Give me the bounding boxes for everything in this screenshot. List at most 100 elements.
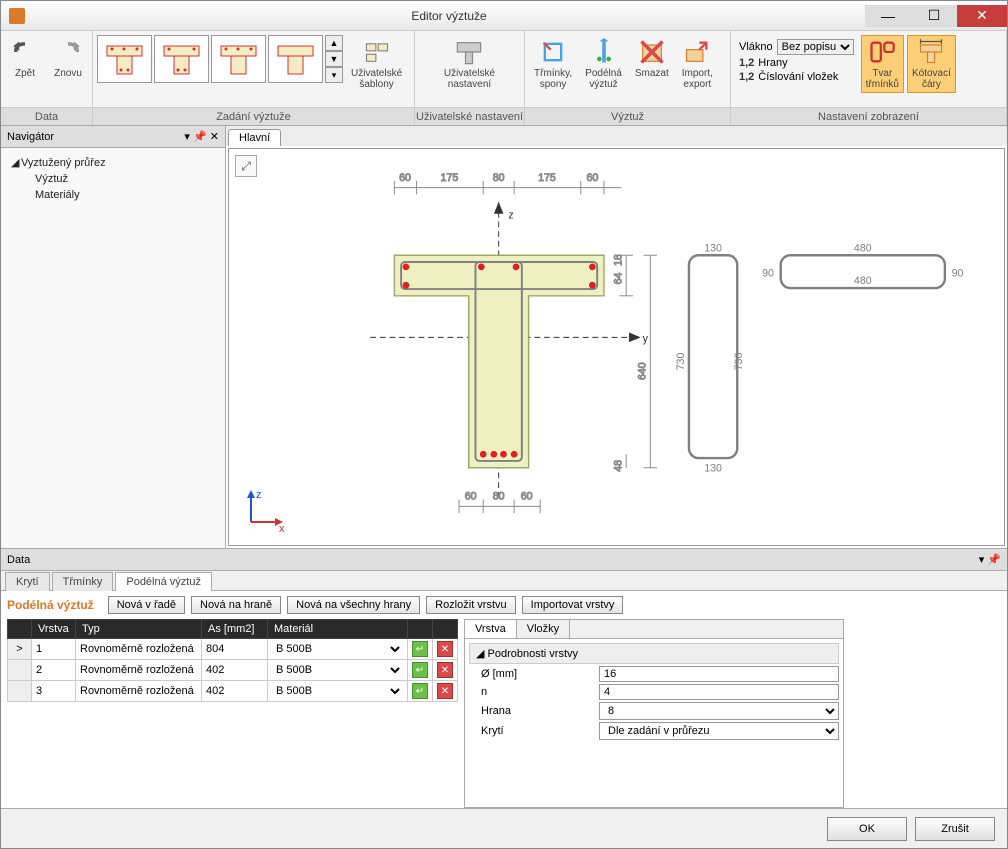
tree-root[interactable]: ◢Vyztužený průřez (7, 154, 219, 171)
user-settings-button[interactable]: Uživatelské nastavení (439, 35, 500, 93)
tab-kryti[interactable]: Krytí (5, 572, 50, 591)
template-1[interactable] (97, 35, 152, 83)
btn-nova-vsechny[interactable]: Nová na všechny hrany (287, 596, 420, 614)
user-templates-label: Uživatelské šablony (351, 68, 402, 90)
numbering-toggle[interactable]: Číslování vložek (758, 71, 838, 83)
material-select[interactable]: B 500B (272, 663, 403, 677)
template-scroll-down[interactable]: ▼ (325, 51, 343, 67)
prop-cover-select[interactable]: Dle zadání v průřezu (599, 722, 839, 740)
data-body: Podélná výztuž Nová v řadě Nová na hraně… (1, 591, 1007, 808)
main-tabs: Hlavní (226, 126, 1007, 146)
canvas[interactable]: ⤢ 60 175 80 175 60 (228, 148, 1005, 546)
axis-indicator: zx (241, 482, 291, 535)
ribbon-label-data: Data (1, 107, 92, 125)
dialog-footer: OK Zrušit (1, 808, 1007, 848)
template-4[interactable] (268, 35, 323, 83)
redo-button[interactable]: Znovu (48, 35, 88, 82)
longitudinal-icon (590, 38, 618, 66)
user-settings-label: Uživatelské nastavení (444, 68, 495, 90)
tree-item-vyztuz[interactable]: Výztuž (7, 171, 219, 187)
svg-text:60: 60 (586, 172, 598, 184)
svg-text:z: z (256, 489, 262, 501)
import-export-icon (683, 38, 711, 66)
svg-text:80: 80 (493, 172, 505, 184)
template-scroll-up[interactable]: ▲ (325, 35, 343, 51)
import-export-button[interactable]: Import, export (677, 35, 718, 93)
ribbon-label-reinforcement: Výztuž (525, 107, 730, 125)
detail-tab-vlozky[interactable]: Vložky (517, 620, 570, 638)
main-area: Hlavní ⤢ 60 175 80 175 60 (226, 126, 1007, 548)
dimension-lines-icon (917, 38, 945, 66)
stirrups-button[interactable]: Třmínky, spony (529, 35, 577, 93)
col-vrstva: Vrstva (32, 620, 76, 639)
undo-button[interactable]: Zpět (5, 35, 45, 82)
btn-nova-v-rade[interactable]: Nová v řadě (108, 596, 185, 614)
material-select[interactable]: B 500B (272, 684, 403, 698)
prop-edge-select[interactable]: 8 (599, 702, 839, 720)
fiber-select[interactable]: Bez popisu (777, 39, 854, 55)
canvas-fit-button[interactable]: ⤢ (235, 155, 257, 177)
detail-tabs: Vrstva Vložky (465, 620, 843, 639)
svg-text:y: y (643, 333, 649, 345)
row-add-button[interactable]: ↵ (412, 641, 428, 657)
svg-text:175: 175 (441, 172, 459, 184)
maximize-button[interactable]: ☐ (911, 5, 957, 27)
cancel-button[interactable]: Zrušit (915, 817, 995, 841)
detail-header[interactable]: ◢ Podrobnosti vrstvy (469, 643, 839, 664)
table-row[interactable]: >1Rovnoměrně rozložená804B 500B↵✕ (8, 639, 458, 660)
window-controls: — ☐ ✕ (865, 5, 1007, 27)
data-panel: Data ▾ 📌 Krytí Třmínky Podélná výztuž Po… (1, 548, 1007, 808)
data-panel-pin[interactable]: 📌 (987, 553, 1001, 566)
delete-button[interactable]: Smazat (630, 35, 674, 82)
tab-main[interactable]: Hlavní (228, 129, 281, 146)
detail-body: ◢ Podrobnosti vrstvy Ø [mm] n Hrana8 Kry… (465, 639, 843, 744)
template-2[interactable] (154, 35, 209, 83)
row-delete-button[interactable]: ✕ (437, 683, 453, 699)
template-scroll-more[interactable]: ▾ (325, 67, 343, 83)
tree-item-materialy[interactable]: Materiály (7, 187, 219, 203)
longitudinal-button[interactable]: Podélná výztuž (580, 35, 627, 93)
btn-importovat[interactable]: Importovat vrstvy (522, 596, 624, 614)
svg-text:x: x (279, 523, 285, 532)
row-delete-button[interactable]: ✕ (437, 641, 453, 657)
svg-text:60: 60 (521, 491, 533, 503)
tab-trminky[interactable]: Třmínky (52, 572, 114, 591)
ok-button[interactable]: OK (827, 817, 907, 841)
app-icon (9, 8, 25, 24)
minimize-button[interactable]: — (865, 5, 911, 27)
material-select[interactable]: B 500B (272, 642, 403, 656)
close-button[interactable]: ✕ (957, 5, 1007, 27)
detail-tab-vrstva[interactable]: Vrstva (465, 620, 517, 638)
undo-icon (11, 38, 39, 66)
edges-toggle[interactable]: Hrany (758, 57, 787, 69)
ribbon-group-display: Vlákno Bez popisu 1,2 Hrany 1,2 Číslován… (731, 31, 1007, 125)
stirrups-icon (539, 38, 567, 66)
dimension-lines-button[interactable]: Kótovací čáry (907, 35, 956, 93)
stirrup-shape-button[interactable]: Tvar třmínků (861, 35, 904, 93)
row-delete-button[interactable]: ✕ (437, 662, 453, 678)
svg-text:130: 130 (704, 242, 722, 254)
navigator-dropdown[interactable]: ▾ (184, 130, 190, 143)
svg-text:18: 18 (612, 254, 624, 266)
user-templates-button[interactable]: Uživatelské šablony (346, 35, 407, 93)
row-add-button[interactable]: ↵ (412, 662, 428, 678)
layers-table: Vrstva Typ As [mm2] Materiál >1Rovnoměrn… (7, 619, 458, 702)
tab-podelna[interactable]: Podélná výztuž (115, 572, 212, 591)
btn-nova-na-hrane[interactable]: Nová na hraně (191, 596, 281, 614)
table-row[interactable]: 3Rovnoměrně rozložená402B 500B↵✕ (8, 681, 458, 702)
prop-n-input[interactable] (599, 684, 839, 700)
prop-diameter-input[interactable] (599, 666, 839, 682)
navigator-close[interactable]: ✕ (210, 130, 219, 143)
template-3[interactable] (211, 35, 266, 83)
ribbon: Zpět Znovu Data ▲ ▼ (1, 31, 1007, 126)
table-row[interactable]: 2Rovnoměrně rozložená402B 500B↵✕ (8, 660, 458, 681)
navigator-header: Navigátor ▾ 📌 ✕ (1, 126, 225, 148)
display-options: Vlákno Bez popisu 1,2 Hrany 1,2 Číslován… (735, 35, 858, 87)
prop-edge-label: Hrana (469, 705, 599, 717)
row-add-button[interactable]: ↵ (412, 683, 428, 699)
data-panel-dropdown[interactable]: ▾ (979, 553, 985, 566)
btn-rozlozit[interactable]: Rozložit vrstvu (426, 596, 516, 614)
svg-text:60: 60 (465, 491, 477, 503)
navigator-pin[interactable]: 📌 (193, 130, 207, 143)
data-tabs: Krytí Třmínky Podélná výztuž (1, 571, 1007, 591)
